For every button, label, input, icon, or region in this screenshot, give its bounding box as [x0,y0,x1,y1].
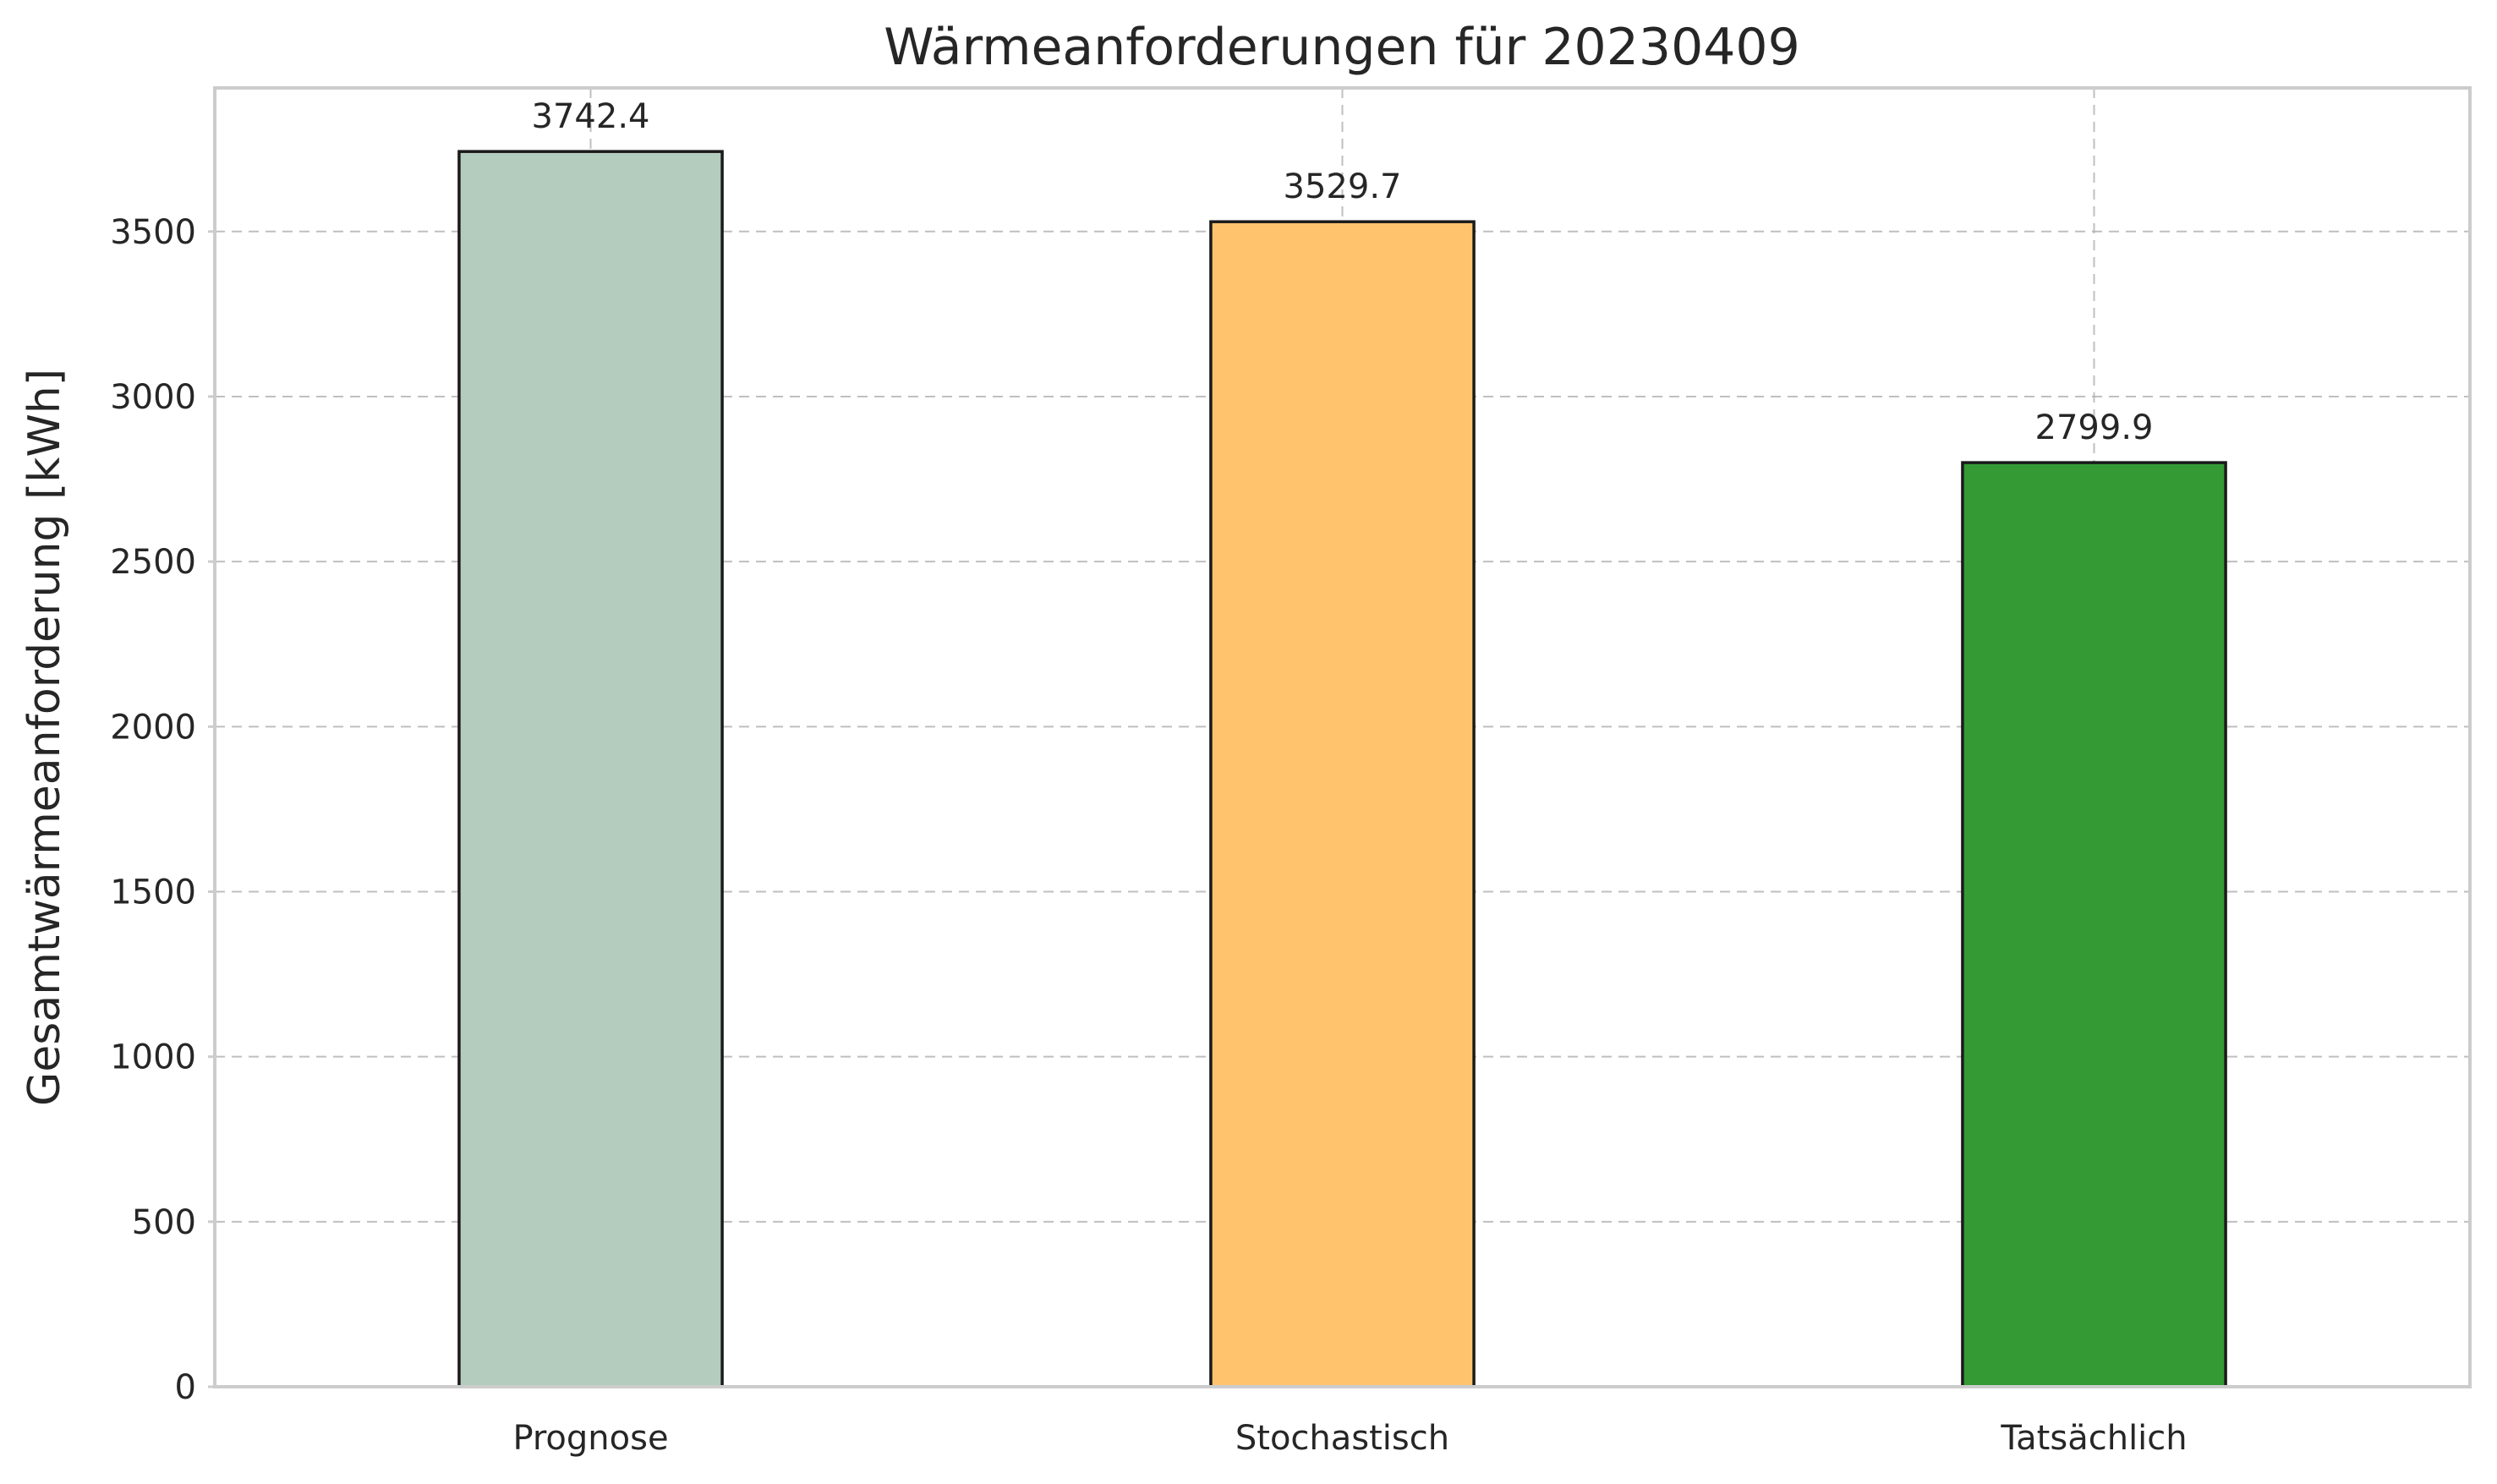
y-tick-label: 1000 [110,1038,196,1077]
x-axis-ticks: Prognose Stochastisch Tatsächlich [512,1419,2187,1458]
y-tick-label: 3500 [110,213,196,252]
y-tick-label: 500 [132,1203,196,1242]
x-tick-label: Prognose [512,1419,668,1458]
y-tick-label: 2000 [110,708,196,747]
y-tick-label: 0 [175,1368,196,1407]
bar-prognose [457,150,724,1388]
data-label-prognose: 3742.4 [532,97,650,136]
x-tick-label: Tatsächlich [2000,1419,2187,1458]
data-label-stochastisch: 3529.7 [1284,167,1402,206]
chart-title: Wärmeanforderungen für 20230409 [884,18,1800,77]
y-tick-label: 1500 [110,873,196,912]
bar-stochastisch [1209,220,1476,1388]
bar-tatsächlich [1961,461,2227,1388]
y-tick-label: 3000 [110,378,196,417]
plot-frame [213,86,2472,1388]
y-axis-ticks: 0 500 1000 1500 2000 2500 3000 3500 [110,213,215,1407]
data-labels: 3742.4 3529.7 2799.9 [532,97,2154,447]
x-tick-label: Stochastisch [1235,1419,1449,1458]
bars [457,150,2227,1388]
data-label-tatsächlich: 2799.9 [2035,408,2154,447]
y-axis-label: Gesamtwärmeanforderung [kWh] [19,369,70,1106]
y-tick-label: 2500 [110,543,196,582]
